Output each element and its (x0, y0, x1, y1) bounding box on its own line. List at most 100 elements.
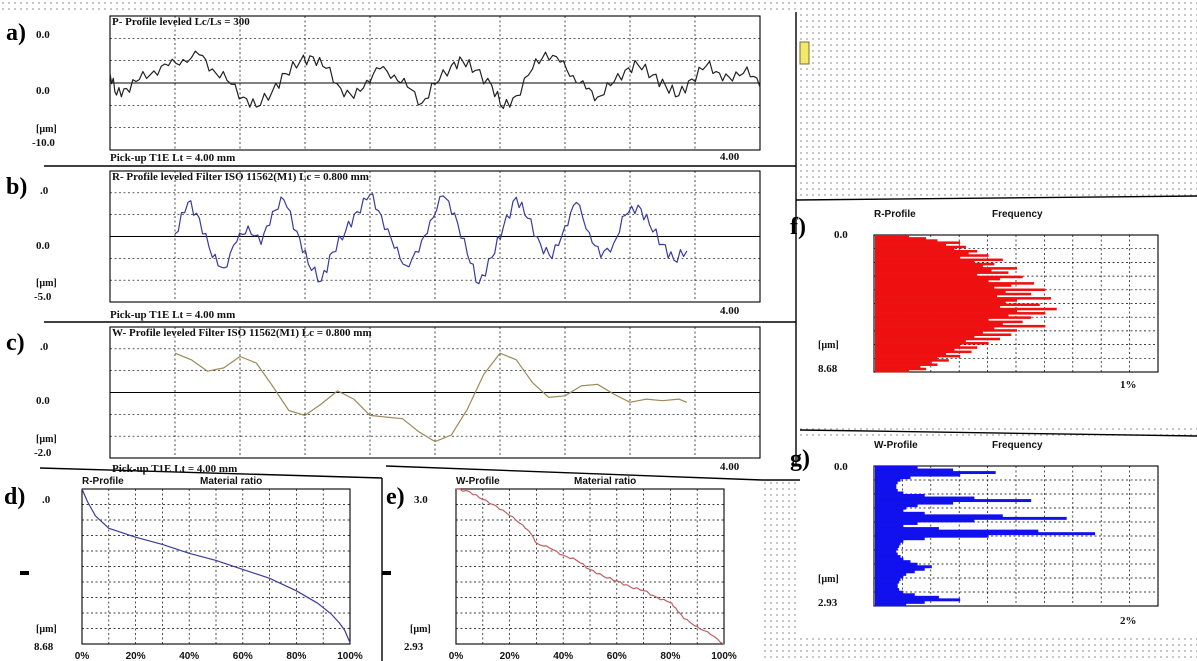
unit-label: [µm] (818, 340, 839, 351)
y-tick-mid: 0.0 (36, 240, 50, 252)
frequency-bar (875, 471, 996, 475)
frequency-bar (875, 572, 907, 576)
frequency-bar (875, 509, 904, 513)
y-tick-top: .0 (40, 341, 49, 353)
plot-frame (455, 488, 725, 645)
x-tick-label: 60% (607, 651, 627, 661)
frequency-bar (875, 284, 1012, 287)
frequency-bar (875, 588, 900, 592)
frequency-bar (875, 537, 925, 541)
frequency-bar (875, 468, 954, 472)
frequency-bar (875, 337, 1000, 341)
frequency-bar (875, 314, 1009, 317)
gridlines (455, 488, 725, 645)
frequency-bar (875, 264, 983, 268)
series-line (109, 50, 761, 110)
separator-c-e (385, 465, 763, 481)
frequency-bar (875, 529, 1039, 533)
frequency-bar (875, 560, 911, 564)
frequency-bar (875, 593, 915, 597)
unit-label: [µm] (36, 124, 57, 135)
x-max-label: 2% (1120, 615, 1137, 627)
title-left: W-Profile (874, 440, 918, 451)
frequency-bar (875, 603, 907, 607)
unit-label: [µm] (818, 574, 839, 585)
x-tick-label: 0% (449, 651, 464, 661)
frequency-bar (875, 303, 1040, 307)
frequency-bar (875, 352, 946, 356)
plot-frame (81, 488, 351, 645)
frequency-bar (875, 269, 992, 272)
x-tick-label: 20% (500, 651, 520, 661)
y-bottom-label: 2.93 (818, 597, 838, 609)
frequency-bar (875, 305, 1000, 309)
y-bottom-label: 8.68 (818, 363, 838, 375)
frequency-bar (875, 532, 1096, 536)
frequency-bar (875, 354, 961, 358)
gridlines (873, 465, 1159, 607)
x-tick-label: 0% (75, 651, 90, 661)
frequency-bar (875, 557, 904, 561)
frequency-bar (875, 544, 900, 548)
chart-title: P- Profile leveled Lc/Ls = 300 (112, 16, 250, 28)
frequency-bar (875, 267, 1017, 270)
frequency-bar (875, 524, 904, 528)
frequency-bar (875, 329, 1017, 332)
frequency-bar (875, 262, 995, 266)
panel-d-background (0, 470, 382, 661)
y-tick-mid: 0.0 (36, 85, 50, 97)
frequency-bar (875, 277, 1000, 281)
title-right: Frequency (992, 209, 1043, 220)
frequency-bar (875, 312, 1046, 315)
plot-frame (873, 234, 1159, 373)
frequency-bar (875, 494, 925, 497)
frequency-bar (875, 243, 946, 247)
panel-c-w-profile: c) W- Profile leveled Filter ISO 11562(M… (6, 326, 761, 475)
frequency-bar (875, 578, 901, 581)
series-line (174, 193, 688, 285)
frequency-bar (875, 555, 901, 559)
frequency-bar (875, 547, 898, 551)
frequency-bar (875, 590, 904, 594)
frequency-bar (875, 288, 1046, 292)
frequency-bar (875, 539, 904, 543)
frequency-bar (875, 331, 983, 334)
title-right: Material ratio (574, 476, 636, 487)
frequency-bar (875, 527, 939, 531)
x-tick-label: 80% (660, 651, 680, 661)
chart-title: R- Profile leveled Filter ISO 11562(M1) … (112, 171, 369, 183)
frequency-bar (875, 466, 918, 469)
title-right: Frequency (992, 440, 1043, 451)
x-tick-label: 80% (286, 651, 306, 661)
series-group (110, 352, 760, 443)
title-right: Material ratio (200, 476, 262, 487)
frequency-bar (875, 486, 897, 490)
y-bottom-label: 8.68 (34, 641, 54, 653)
frequency-bar (875, 254, 989, 257)
x-end-label: 4.00 (720, 151, 740, 163)
y-top-label: 3.0 (414, 494, 428, 506)
frequency-bar (875, 522, 918, 525)
frequency-bar (875, 260, 975, 264)
y-top-label: .0 (42, 494, 51, 506)
chart-title: W- Profile leveled Filter ISO 11562(M1) … (112, 327, 372, 339)
panel-g-w-frequency: g) W-Profile Frequency 0.0 [µm] 2.93 2% (790, 440, 1159, 627)
frequency-bar (875, 363, 938, 366)
frequency-bar (875, 301, 1006, 304)
series-group (875, 235, 1057, 373)
separator-f-top (795, 195, 1197, 201)
frequency-bar (875, 299, 1017, 302)
x-tick-labels: 0% 20% 40% 60% 80% 100% (75, 651, 363, 661)
frequency-bar (875, 290, 1006, 294)
title-left: R-Profile (874, 209, 916, 220)
plot-frame (873, 465, 1159, 607)
x-tick-labels: 0% 20% 40% 60% 80% 100% (449, 651, 737, 661)
frequency-bar (875, 542, 901, 546)
frequency-bar (875, 534, 989, 538)
panel-e-w-material-ratio: e) W-Profile Material ratio 3.0 [µm] 2.9… (382, 476, 737, 661)
x-max-label: 1% (1120, 379, 1137, 391)
panel-e-background (386, 470, 762, 661)
frequency-bar (875, 501, 954, 505)
frequency-bar (875, 481, 898, 485)
